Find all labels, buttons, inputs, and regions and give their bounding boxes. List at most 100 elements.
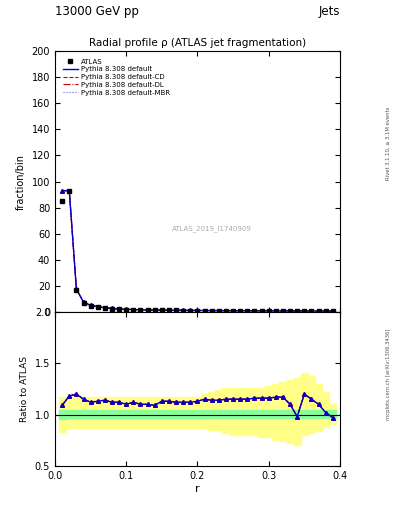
Pythia 8.308 default-DL bbox=[117, 306, 121, 312]
Pythia 8.308 default-MBR bbox=[288, 308, 292, 314]
Pythia 8.308 default-CD bbox=[202, 307, 207, 313]
Pythia 8.308 default-DL bbox=[95, 304, 100, 310]
ATLAS bbox=[302, 308, 307, 314]
Pythia 8.308 default bbox=[266, 308, 271, 314]
Pythia 8.308 default-CD bbox=[188, 307, 193, 313]
Pythia 8.308 default bbox=[167, 307, 171, 313]
ATLAS bbox=[117, 306, 121, 312]
Pythia 8.308 default-CD bbox=[309, 308, 314, 314]
Pythia 8.308 default-CD bbox=[274, 308, 278, 314]
Pythia 8.308 default-MBR bbox=[302, 308, 307, 314]
Pythia 8.308 default-CD bbox=[110, 306, 114, 312]
Pythia 8.308 default-MBR bbox=[316, 308, 321, 314]
Pythia 8.308 default-MBR bbox=[131, 307, 136, 313]
Line: Pythia 8.308 default: Pythia 8.308 default bbox=[62, 190, 333, 311]
Pythia 8.308 default-DL bbox=[110, 306, 114, 312]
Pythia 8.308 default-CD bbox=[231, 308, 235, 314]
Pythia 8.308 default-DL bbox=[245, 308, 250, 314]
Pythia 8.308 default bbox=[209, 308, 214, 314]
Pythia 8.308 default-DL bbox=[202, 307, 207, 313]
Pythia 8.308 default bbox=[195, 307, 200, 313]
Pythia 8.308 default-MBR bbox=[117, 306, 121, 312]
Pythia 8.308 default-CD bbox=[323, 308, 328, 314]
Pythia 8.308 default-CD bbox=[88, 302, 93, 308]
Pythia 8.308 default bbox=[202, 307, 207, 313]
Pythia 8.308 default-MBR bbox=[124, 306, 129, 312]
Pythia 8.308 default bbox=[103, 305, 107, 311]
ATLAS bbox=[188, 308, 193, 314]
Pythia 8.308 default bbox=[60, 187, 64, 194]
Pythia 8.308 default-CD bbox=[217, 308, 221, 314]
Pythia 8.308 default-MBR bbox=[209, 308, 214, 314]
Pythia 8.308 default-DL bbox=[302, 308, 307, 314]
ATLAS bbox=[252, 308, 257, 314]
Pythia 8.308 default bbox=[67, 187, 72, 194]
Pythia 8.308 default bbox=[252, 308, 257, 314]
ATLAS bbox=[124, 307, 129, 313]
Pythia 8.308 default-CD bbox=[152, 307, 157, 313]
Pythia 8.308 default bbox=[217, 308, 221, 314]
Pythia 8.308 default-CD bbox=[95, 304, 100, 310]
Pythia 8.308 default-MBR bbox=[160, 307, 164, 313]
Pythia 8.308 default-MBR bbox=[217, 308, 221, 314]
Pythia 8.308 default-CD bbox=[145, 307, 150, 313]
Pythia 8.308 default-DL bbox=[217, 308, 221, 314]
Pythia 8.308 default-DL bbox=[181, 307, 185, 313]
Pythia 8.308 default-CD bbox=[266, 308, 271, 314]
Pythia 8.308 default-CD bbox=[160, 307, 164, 313]
Pythia 8.308 default-MBR bbox=[195, 307, 200, 313]
ATLAS bbox=[295, 308, 299, 314]
Pythia 8.308 default-CD bbox=[252, 308, 257, 314]
Text: 13000 GeV pp: 13000 GeV pp bbox=[55, 5, 139, 18]
ATLAS bbox=[202, 308, 207, 314]
Pythia 8.308 default-CD bbox=[331, 308, 335, 314]
Pythia 8.308 default bbox=[323, 308, 328, 314]
Pythia 8.308 default bbox=[138, 307, 143, 313]
Pythia 8.308 default-MBR bbox=[167, 307, 171, 313]
Pythia 8.308 default-DL bbox=[309, 308, 314, 314]
Pythia 8.308 default bbox=[88, 302, 93, 308]
ATLAS bbox=[224, 308, 228, 314]
Text: Jets: Jets bbox=[318, 5, 340, 18]
Pythia 8.308 default-DL bbox=[323, 308, 328, 314]
Pythia 8.308 default-CD bbox=[209, 308, 214, 314]
Pythia 8.308 default-CD bbox=[195, 307, 200, 313]
Pythia 8.308 default bbox=[295, 308, 299, 314]
Legend: ATLAS, Pythia 8.308 default, Pythia 8.308 default-CD, Pythia 8.308 default-DL, P: ATLAS, Pythia 8.308 default, Pythia 8.30… bbox=[61, 57, 171, 97]
Pythia 8.308 default-CD bbox=[117, 306, 121, 312]
Pythia 8.308 default-DL bbox=[167, 307, 171, 313]
ATLAS bbox=[81, 300, 86, 306]
ATLAS bbox=[74, 287, 79, 293]
Pythia 8.308 default-CD bbox=[60, 187, 64, 194]
Pythia 8.308 default-MBR bbox=[202, 307, 207, 313]
Y-axis label: Ratio to ATLAS: Ratio to ATLAS bbox=[20, 356, 29, 422]
Pythia 8.308 default bbox=[145, 307, 150, 313]
Pythia 8.308 default bbox=[117, 306, 121, 312]
ATLAS bbox=[131, 307, 136, 313]
Pythia 8.308 default-DL bbox=[74, 286, 79, 292]
Pythia 8.308 default bbox=[131, 307, 136, 313]
Pythia 8.308 default-MBR bbox=[252, 308, 257, 314]
ATLAS bbox=[309, 308, 314, 314]
Pythia 8.308 default-DL bbox=[145, 307, 150, 313]
Pythia 8.308 default-CD bbox=[316, 308, 321, 314]
ATLAS bbox=[281, 308, 285, 314]
Pythia 8.308 default-DL bbox=[266, 308, 271, 314]
Pythia 8.308 default-MBR bbox=[60, 187, 64, 194]
Y-axis label: fraction/bin: fraction/bin bbox=[16, 154, 26, 209]
ATLAS bbox=[288, 308, 292, 314]
Pythia 8.308 default bbox=[331, 308, 335, 314]
Pythia 8.308 default bbox=[245, 308, 250, 314]
Pythia 8.308 default-MBR bbox=[238, 308, 242, 314]
Pythia 8.308 default-DL bbox=[259, 308, 264, 314]
Pythia 8.308 default-CD bbox=[103, 305, 107, 311]
Pythia 8.308 default-CD bbox=[124, 306, 129, 312]
X-axis label: r: r bbox=[195, 483, 200, 494]
Pythia 8.308 default bbox=[281, 308, 285, 314]
Pythia 8.308 default-CD bbox=[181, 307, 185, 313]
Pythia 8.308 default-MBR bbox=[266, 308, 271, 314]
Pythia 8.308 default-DL bbox=[174, 307, 178, 313]
Pythia 8.308 default-CD bbox=[138, 307, 143, 313]
Pythia 8.308 default-DL bbox=[67, 187, 72, 194]
Pythia 8.308 default-DL bbox=[131, 307, 136, 313]
